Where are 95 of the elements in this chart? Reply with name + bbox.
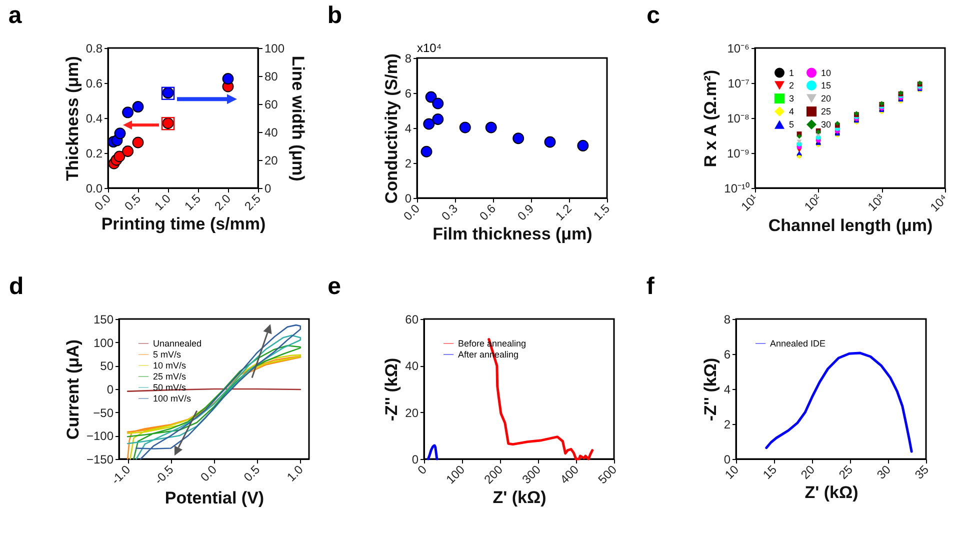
legend-label: 30	[821, 120, 832, 130]
x-axis-title: Printing time (s/mm)	[101, 214, 266, 234]
legend-label: 25 mV/s	[153, 372, 187, 382]
x-tick-label: 400	[557, 462, 582, 487]
y-axis-title: -Z'' (kΩ)	[700, 358, 720, 422]
y-axis-title: Current (μA)	[63, 339, 82, 440]
y2-tick-label: 0	[264, 182, 272, 196]
x-tick-label: 0.3	[438, 201, 461, 224]
y2-tick-label: 80	[264, 70, 278, 84]
y-tick-label: −50	[93, 406, 114, 420]
y-tick-label: 0.2	[86, 146, 103, 160]
legend-label: 5 mV/s	[153, 350, 182, 360]
x-tick-label: 1.5	[182, 191, 204, 214]
chart-title: e	[328, 273, 342, 300]
legend-label: 20	[821, 94, 832, 104]
y-tick-label: 8	[724, 312, 731, 326]
x-tick-label: 10³	[864, 192, 888, 214]
y-tick-label: 10⁻⁸	[727, 112, 750, 126]
x-tick-label: 1.5	[590, 201, 613, 224]
x-tick-label: 1.0	[152, 191, 174, 214]
legend-label: 10	[821, 68, 832, 78]
legend-label: 10 mV/s	[153, 360, 187, 370]
x-tick-label: 500	[595, 462, 620, 487]
y-tick-label: 6	[404, 86, 412, 100]
y-tick-label: −100	[86, 429, 114, 444]
x-tick-label: 0.5	[122, 191, 144, 214]
chart-title: b	[327, 2, 342, 29]
y-tick-label: 10⁻⁹	[727, 146, 750, 160]
legend-label: 3	[789, 94, 794, 104]
y-tick-label: 20	[405, 406, 419, 420]
y-axis-title: R x A (Ω.m²)	[701, 70, 720, 168]
y-tick-label: 10⁻⁶	[727, 42, 750, 56]
x-axis-title: Z' (kΩ)	[804, 483, 858, 502]
legend-label: 5	[789, 120, 794, 130]
x-axis-title: Potential (V)	[164, 488, 264, 508]
x-tick-label: 300	[519, 462, 544, 487]
y2-tick-label: 60	[264, 98, 278, 112]
x-tick-label: 2.5	[242, 191, 264, 214]
chart-title: a	[8, 2, 22, 29]
x-tick-label: 1.2	[552, 201, 575, 224]
y-tick-label: 2	[724, 418, 731, 432]
y-tick-label: 4	[404, 122, 412, 136]
y2-tick-label: 100	[264, 42, 285, 56]
x-tick-label: 0.9	[514, 201, 537, 224]
y-tick-label: 100	[93, 336, 114, 350]
y-tick-label: 50	[100, 359, 114, 374]
y-tick-label: 60	[405, 312, 419, 326]
y-tick-label: 8	[404, 52, 412, 66]
y-tick-label: 2	[404, 156, 412, 170]
x-tick-label: 35	[912, 462, 932, 482]
y-tick-label: 40	[405, 359, 419, 374]
x-tick-label: 30	[874, 462, 894, 482]
y-axis-title: Thickness (μm)	[62, 56, 82, 181]
x-tick-label: 0.5	[240, 462, 263, 484]
y-tick-label: 150	[93, 312, 114, 326]
y-axis-title: -Z'' (kΩ)	[382, 358, 402, 422]
y-tick-label: 0.8	[86, 42, 103, 56]
x-tick-label: 15	[760, 462, 780, 482]
y-tick-label: 0.4	[86, 112, 103, 126]
x-axis-title: Z' (kΩ)	[492, 488, 546, 507]
x-tick-label: 200	[481, 462, 506, 487]
text: x10⁴	[417, 41, 442, 55]
x-tick-label: 0.0	[198, 462, 220, 484]
y2-axis-title: Line width (μm)	[288, 56, 308, 182]
y2-tick-label: 20	[264, 154, 278, 168]
legend-label: 2	[789, 80, 794, 90]
legend-label: 1	[789, 68, 794, 78]
x-tick-label: 20	[798, 462, 818, 482]
chart-title: d	[8, 273, 24, 300]
x-tick-label: 1.0	[284, 462, 306, 484]
x-tick-label: -0.5	[152, 462, 176, 488]
legend-label: 100 mV/s	[153, 394, 192, 404]
y-tick-label: 10⁻⁷	[728, 76, 750, 90]
y2-tick-label: 40	[264, 126, 278, 140]
x-axis-title: Channel length (μm)	[768, 216, 933, 235]
y-tick-label: 4	[724, 382, 731, 396]
legend-label: 4	[789, 106, 794, 116]
y-tick-label: 0.0	[86, 182, 103, 196]
x-tick-label: 100	[443, 462, 468, 487]
legend-label: Unannealed	[153, 338, 202, 348]
legend-label: Annealed IDE	[770, 338, 826, 348]
legend-label: 25	[821, 106, 832, 116]
chart-title: f	[646, 273, 656, 300]
chart-title: c	[646, 2, 660, 29]
x-tick-label: 2.0	[212, 191, 234, 214]
x-tick-label: 0.6	[476, 201, 499, 224]
x-axis-title: Film thickness (μm)	[432, 224, 592, 244]
x-tick-label: 25	[836, 462, 856, 482]
legend-label: 15	[821, 80, 832, 90]
y-axis-title: Conductivity (S/m)	[382, 53, 401, 204]
x-tick-label: 10⁴	[927, 192, 950, 215]
x-tick-label: 10²	[802, 192, 824, 214]
y-tick-label: 0.6	[86, 76, 103, 90]
y-tick-label: 0	[106, 382, 114, 396]
y-tick-label: 6	[724, 348, 731, 362]
